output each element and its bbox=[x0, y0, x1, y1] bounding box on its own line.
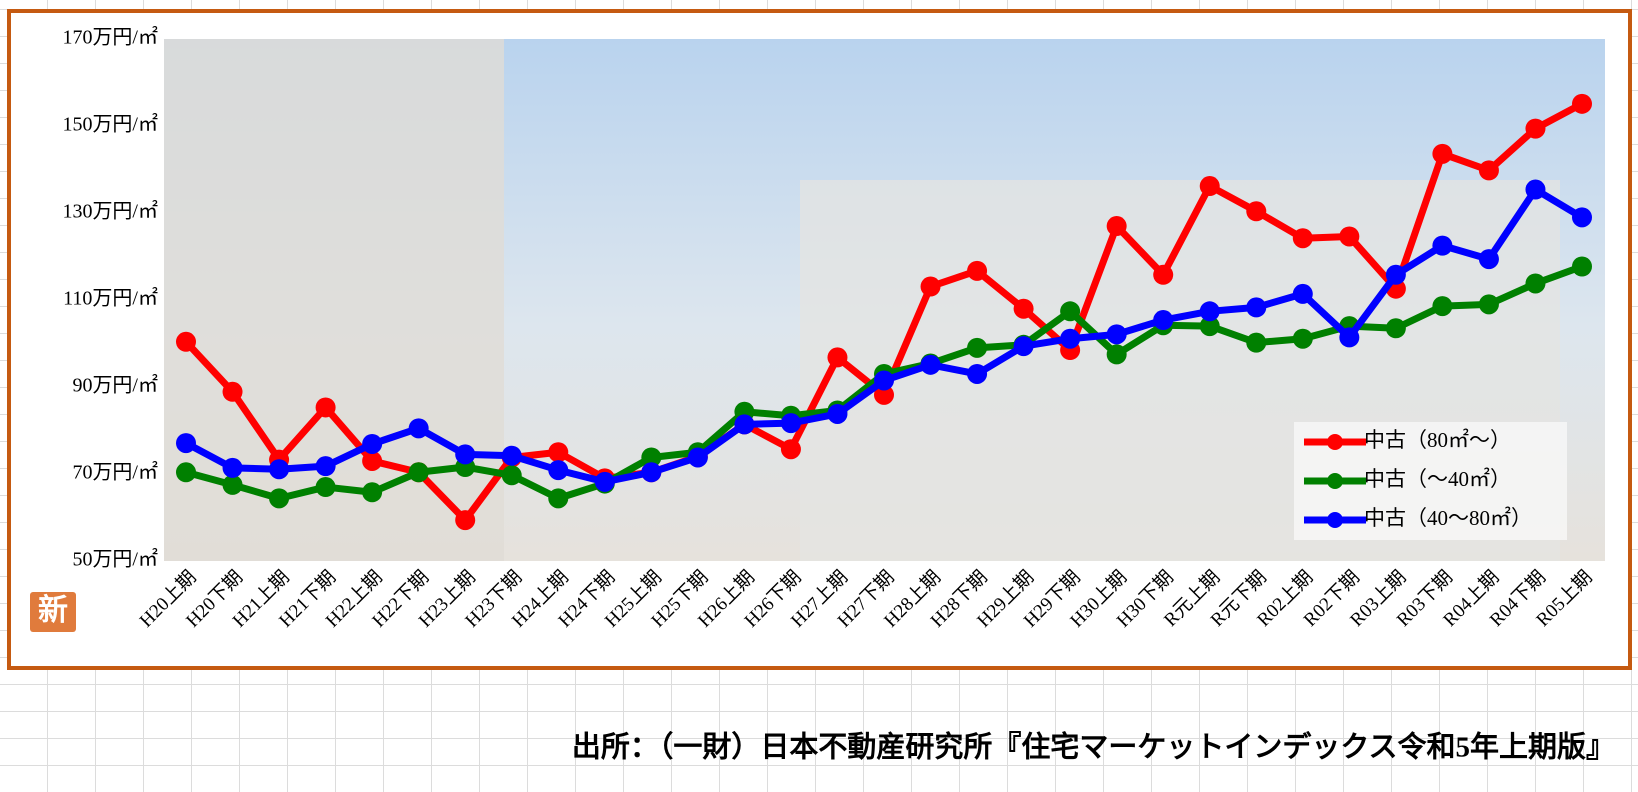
point bbox=[1385, 318, 1406, 339]
point bbox=[1572, 256, 1592, 277]
point bbox=[641, 462, 662, 483]
point bbox=[1106, 324, 1127, 345]
point bbox=[1199, 176, 1220, 197]
point bbox=[1572, 207, 1592, 228]
point bbox=[1013, 336, 1034, 357]
source-note: 出所：（一財）日本不動産研究所『住宅マーケットインデックス令和5年上期版』 bbox=[572, 730, 1615, 764]
point bbox=[269, 459, 290, 480]
y-tick-label: 90万円/㎡ bbox=[72, 373, 158, 397]
point bbox=[362, 433, 383, 454]
point bbox=[1060, 301, 1081, 322]
legend-label: 中古（40～80㎡） bbox=[1364, 506, 1532, 530]
point bbox=[734, 414, 755, 435]
point bbox=[315, 456, 336, 477]
point bbox=[780, 439, 801, 460]
y-tick-label: 110万円/㎡ bbox=[63, 286, 158, 310]
point bbox=[1106, 216, 1127, 237]
point bbox=[222, 457, 243, 478]
point bbox=[967, 337, 988, 358]
point bbox=[1292, 228, 1313, 249]
point bbox=[827, 403, 848, 424]
point bbox=[408, 418, 429, 439]
y-tick-label: 170万円/㎡ bbox=[62, 25, 158, 49]
point bbox=[1525, 118, 1546, 139]
point bbox=[269, 488, 290, 509]
point bbox=[1432, 143, 1453, 164]
point bbox=[222, 474, 243, 495]
badge-box bbox=[30, 592, 76, 632]
point bbox=[548, 442, 569, 463]
y-tick-label: 50万円/㎡ bbox=[72, 547, 158, 571]
point bbox=[1246, 332, 1267, 353]
point bbox=[176, 433, 196, 454]
point bbox=[827, 347, 848, 368]
point bbox=[920, 276, 941, 297]
point bbox=[176, 331, 196, 352]
point bbox=[1292, 283, 1313, 304]
point bbox=[594, 471, 615, 492]
point bbox=[1432, 296, 1453, 317]
point bbox=[1339, 226, 1360, 247]
point bbox=[1199, 316, 1220, 337]
legend-label: 中古（80㎡～） bbox=[1364, 428, 1511, 452]
point bbox=[874, 384, 894, 405]
point bbox=[874, 370, 894, 391]
point bbox=[1525, 179, 1546, 200]
point bbox=[1199, 301, 1220, 322]
background-building bbox=[164, 39, 504, 561]
point bbox=[1432, 235, 1453, 256]
point bbox=[1478, 294, 1499, 315]
legend-marker bbox=[1327, 473, 1343, 489]
legend-label: 中古（～40㎡） bbox=[1364, 467, 1511, 491]
legend-marker bbox=[1327, 512, 1343, 528]
point bbox=[176, 462, 196, 483]
point bbox=[501, 445, 522, 466]
point bbox=[1385, 264, 1406, 285]
point bbox=[362, 450, 383, 471]
point bbox=[641, 447, 662, 468]
point bbox=[1339, 327, 1360, 348]
point bbox=[362, 482, 383, 503]
point bbox=[455, 444, 476, 465]
y-tick-label: 150万円/㎡ bbox=[62, 112, 158, 136]
point bbox=[967, 363, 988, 384]
point bbox=[1478, 249, 1499, 270]
point bbox=[455, 510, 476, 531]
point bbox=[548, 460, 569, 481]
point bbox=[1060, 328, 1081, 349]
point bbox=[315, 397, 336, 418]
point bbox=[1153, 264, 1174, 285]
point bbox=[1572, 93, 1592, 114]
y-tick-label: 130万円/㎡ bbox=[62, 199, 158, 223]
point bbox=[1153, 310, 1174, 331]
point bbox=[222, 381, 243, 402]
point bbox=[1246, 201, 1267, 222]
point bbox=[780, 413, 801, 434]
point bbox=[920, 354, 941, 375]
point bbox=[1292, 328, 1313, 349]
point bbox=[967, 260, 988, 281]
point bbox=[501, 465, 522, 486]
point bbox=[1013, 298, 1034, 319]
point bbox=[1246, 297, 1267, 318]
point bbox=[1478, 160, 1499, 181]
point bbox=[1525, 273, 1546, 294]
point bbox=[1106, 344, 1127, 365]
legend-marker bbox=[1327, 434, 1343, 450]
point bbox=[408, 462, 429, 483]
badge: 新 bbox=[38, 594, 68, 627]
point bbox=[315, 477, 336, 498]
point bbox=[548, 488, 569, 509]
point bbox=[687, 447, 708, 468]
y-tick-label: 70万円/㎡ bbox=[72, 460, 158, 484]
